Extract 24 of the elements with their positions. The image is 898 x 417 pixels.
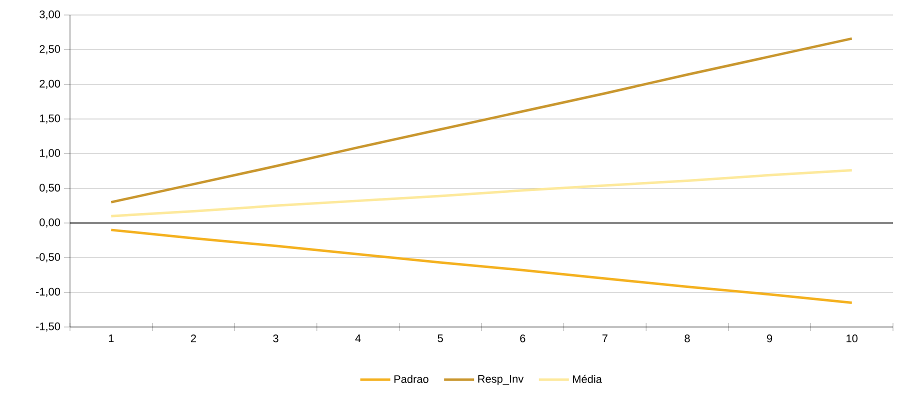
x-tick-label: 1 (108, 334, 114, 342)
legend-label: Resp_Inv (478, 375, 524, 385)
x-tick-label: 3 (273, 334, 278, 342)
x-tick-label: 6 (520, 334, 526, 342)
x-tick-label: 10 (846, 334, 858, 342)
legend-label: Média (573, 374, 602, 384)
y-tick-label: 2,50 (40, 45, 60, 54)
y-tick-label: 1,50 (40, 114, 60, 124)
x-tick-label: 2 (190, 334, 196, 342)
y-tick-label: -1,00 (36, 288, 60, 297)
y-tick-label: 1,00 (40, 149, 60, 158)
x-tick-label: 4 (355, 334, 361, 342)
x-tick-label: 9 (767, 334, 772, 342)
y-tick-label: -1,50 (36, 322, 60, 332)
x-tick-label: 5 (438, 334, 443, 342)
y-tick-label: 0,50 (40, 184, 60, 193)
x-tick-label: 8 (684, 334, 690, 342)
y-tick-label: 2,00 (40, 80, 60, 89)
x-tick-label: 7 (602, 334, 608, 342)
y-tick-label: 0,00 (40, 218, 60, 228)
y-tick-label: 3,00 (40, 10, 60, 20)
y-tick-label: -0,50 (36, 253, 60, 262)
legend-label: Padrao (394, 374, 428, 383)
line-series (110, 169, 854, 218)
